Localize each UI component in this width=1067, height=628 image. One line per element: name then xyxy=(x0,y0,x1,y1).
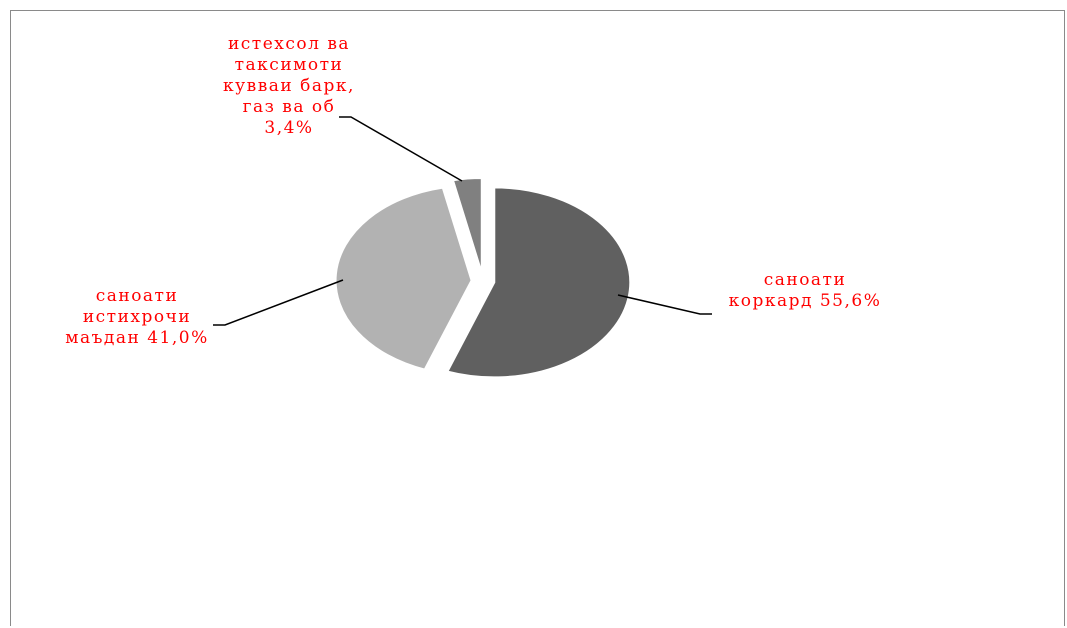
pie-slices xyxy=(334,177,632,379)
slice-labels: саноати коркард 55,6%саноати истихрочи маъд… xyxy=(65,34,882,348)
leader-line-2 xyxy=(339,116,463,182)
slice-label-line: саноати xyxy=(764,270,847,290)
slice-label-line: истихрочи xyxy=(83,307,191,327)
slice-label-line: газ ва об xyxy=(243,97,336,117)
slice-label-line: кувваи барк, xyxy=(223,76,355,96)
slice-label-line: коркард 55,6% xyxy=(729,291,882,311)
slice-label-line: маъдан 41,0% xyxy=(65,328,209,348)
slice-label-line: таксимоти xyxy=(235,55,344,75)
slice-label-1: саноати истихрочи маъдан 41,0% xyxy=(65,286,209,348)
slice-label-line: 3,4% xyxy=(264,118,313,138)
pie-slice-0 xyxy=(445,186,632,379)
pie-slice-2 xyxy=(451,177,483,274)
slice-label-0: саноати коркард 55,6% xyxy=(729,270,882,311)
leader-lines xyxy=(213,116,712,326)
chart-area xyxy=(10,10,1065,626)
slice-label-line: саноати xyxy=(96,286,179,306)
slice-label-line: истехсол ва xyxy=(228,34,350,54)
slice-label-2: истехсол ва таксимоти кувваи барк, газ ва о… xyxy=(223,34,355,138)
leader-line-0 xyxy=(617,294,712,315)
leader-line-1 xyxy=(213,279,344,326)
pie-slice-1 xyxy=(334,186,473,371)
